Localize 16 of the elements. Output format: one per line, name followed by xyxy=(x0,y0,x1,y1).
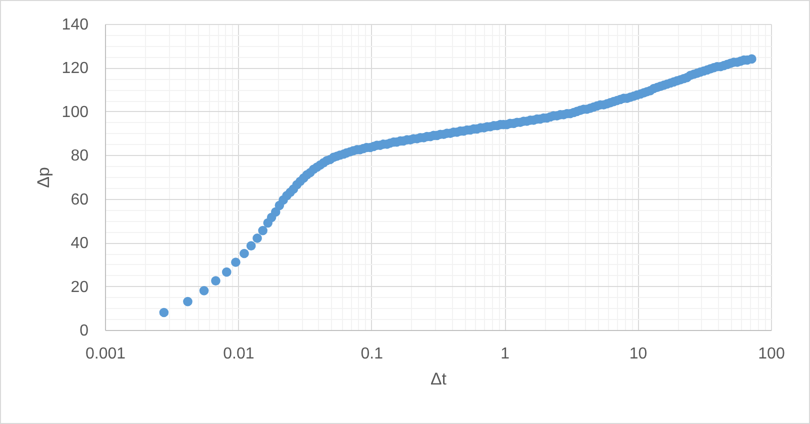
x-tick-label: 0.001 xyxy=(85,346,126,362)
y-tick-label: 20 xyxy=(70,278,89,296)
y-tick-label: 60 xyxy=(70,191,89,208)
y-tick-label: 40 xyxy=(70,235,89,252)
x-tick-label: 10 xyxy=(629,346,648,362)
y-tick-label: 80 xyxy=(70,148,89,165)
x-tick-label: 100 xyxy=(758,346,785,362)
x-axis-title: Δt xyxy=(430,370,447,388)
y-tick-label: 120 xyxy=(62,60,89,78)
y-axis-title: Δp xyxy=(34,167,53,188)
y-tick-label: 0 xyxy=(80,322,89,340)
y-tick-label: 140 xyxy=(62,16,89,34)
x-tick-label: 0.1 xyxy=(360,346,384,362)
x-tick-label: 1 xyxy=(500,346,510,362)
x-tick-label: 0.01 xyxy=(223,346,254,362)
y-tick-label: 100 xyxy=(62,104,89,121)
